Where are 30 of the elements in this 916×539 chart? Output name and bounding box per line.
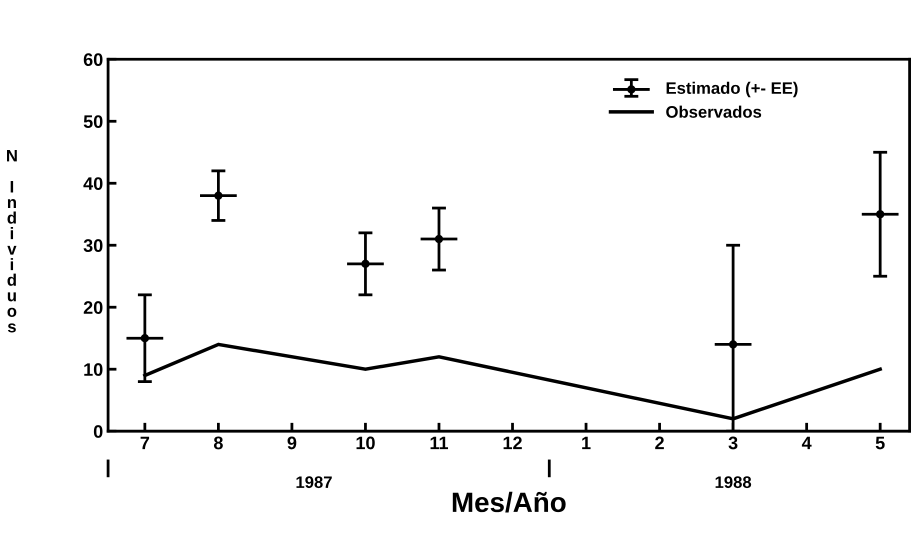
x-tick-label: 11 bbox=[430, 436, 448, 450]
legend-label: Observados bbox=[666, 106, 762, 118]
y-tick-label: 30 bbox=[84, 239, 102, 252]
y-tick-label: 0 bbox=[94, 425, 102, 438]
x-axis-title: Mes/Año bbox=[452, 492, 566, 512]
x-tick-label: 7 bbox=[140, 436, 150, 450]
point bbox=[728, 340, 738, 349]
x-tick-label: 9 bbox=[288, 436, 296, 450]
text: N Individuos bbox=[7, 150, 17, 332]
point bbox=[140, 334, 150, 342]
x-tick-label: 3 bbox=[728, 436, 738, 450]
x-tick-label: 2 bbox=[655, 436, 664, 450]
y-tick-label: 40 bbox=[83, 177, 102, 190]
y-tick-label: 10 bbox=[84, 363, 102, 376]
x-tick-label: 1 bbox=[582, 436, 591, 450]
x-tick-label: 5 bbox=[876, 436, 885, 450]
point bbox=[214, 191, 223, 200]
point bbox=[361, 260, 370, 268]
x-tick-label: 4 bbox=[802, 436, 812, 450]
y-tick-label: 60 bbox=[84, 53, 102, 66]
point bbox=[434, 234, 444, 244]
x-tick-label: 12 bbox=[504, 436, 522, 450]
point bbox=[876, 210, 884, 218]
text: 1988 bbox=[716, 476, 752, 488]
x-tick-label: 10 bbox=[356, 436, 375, 450]
y-tick-label: 20 bbox=[84, 301, 102, 314]
legend-label: Estimado (+- EE) bbox=[666, 82, 798, 98]
x-tick-label: 8 bbox=[214, 436, 223, 450]
y-tick-label: 50 bbox=[84, 115, 102, 128]
text: 1987 bbox=[296, 476, 332, 488]
